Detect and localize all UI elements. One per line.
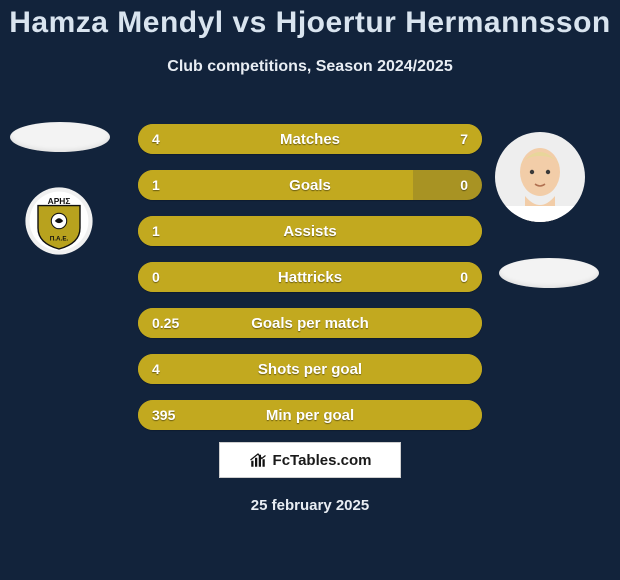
- stat-row: 1Assists: [138, 216, 482, 246]
- brand-box: FcTables.com: [219, 442, 401, 478]
- stat-fill-left: [138, 216, 482, 246]
- chart-bars-icon: [249, 451, 267, 469]
- stat-value-left: 4: [138, 354, 174, 384]
- stat-fill-left: [138, 262, 482, 292]
- stat-value-left: 0.25: [138, 308, 193, 338]
- date-label: 25 february 2025: [0, 497, 620, 514]
- stat-value-left: 4: [138, 124, 174, 154]
- svg-text:Π.Α.Ε.: Π.Α.Ε.: [50, 236, 69, 243]
- club-badge-icon: ΑΡΗΣ Π.Α.Ε.: [24, 186, 94, 256]
- page-title: Hamza Mendyl vs Hjoertur Hermannsson: [0, 6, 620, 40]
- stat-row: 47Matches: [138, 124, 482, 154]
- stat-value-left: 1: [138, 170, 174, 200]
- brand-label: FcTables.com: [273, 452, 372, 469]
- stats-bars: 47Matches10Goals1Assists00Hattricks0.25G…: [138, 124, 482, 446]
- stat-row: 395Min per goal: [138, 400, 482, 430]
- stat-value-left: 0: [138, 262, 174, 292]
- stat-value-right: 0: [446, 262, 482, 292]
- stat-value-right: 0: [446, 170, 482, 200]
- stat-fill-left: [138, 170, 413, 200]
- page-subtitle: Club competitions, Season 2024/2025: [0, 58, 620, 76]
- stat-value-left: 1: [138, 216, 174, 246]
- stat-row: 4Shots per goal: [138, 354, 482, 384]
- svg-text:ΑΡΗΣ: ΑΡΗΣ: [48, 196, 71, 206]
- stat-row: 00Hattricks: [138, 262, 482, 292]
- stat-fill-left: [138, 354, 482, 384]
- stat-row: 0.25Goals per match: [138, 308, 482, 338]
- stat-value-right: 7: [446, 124, 482, 154]
- player-left-ellipse: [10, 122, 110, 152]
- player-left-club-badge: ΑΡΗΣ Π.Α.Ε.: [18, 180, 100, 262]
- stat-value-left: 395: [138, 400, 189, 430]
- stat-row: 10Goals: [138, 170, 482, 200]
- player-right-face-icon: [495, 132, 585, 222]
- player-right-ellipse: [499, 258, 599, 288]
- player-right-avatar: [495, 132, 585, 222]
- stat-fill-left: [138, 400, 482, 430]
